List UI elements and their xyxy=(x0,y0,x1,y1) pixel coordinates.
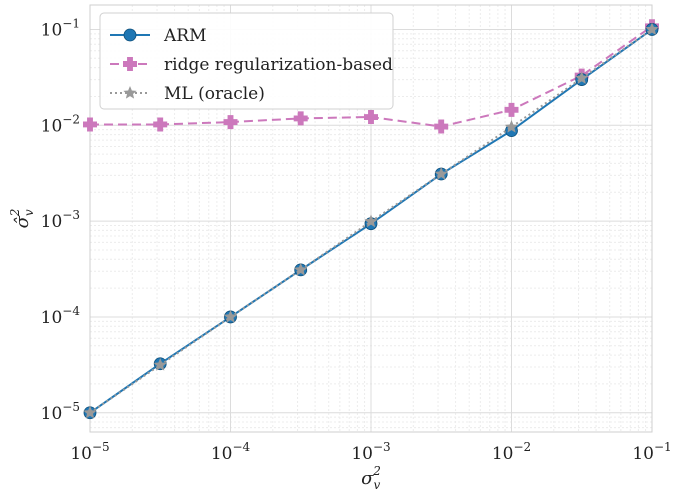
x-axis-label-subscript: v xyxy=(373,478,380,490)
data-point xyxy=(504,119,519,133)
y-tick-label: 10−3 xyxy=(41,208,80,232)
tick-exponent: −2 xyxy=(62,112,80,126)
data-point xyxy=(223,115,238,130)
tick-base: 10 xyxy=(211,444,233,464)
tick-exponent: −3 xyxy=(373,440,391,454)
tick-base: 10 xyxy=(632,444,654,464)
tick-base: 10 xyxy=(41,308,63,328)
data-point xyxy=(153,117,168,132)
legend-entry: ARM xyxy=(110,26,206,46)
x-tick-label: 10−5 xyxy=(70,440,109,464)
y-axis-label: σ̂v2 xyxy=(8,209,36,229)
data-point xyxy=(293,111,308,126)
y-axis-label-superscript: 2 xyxy=(8,209,22,218)
tick-base: 10 xyxy=(41,20,63,40)
tick-exponent: −5 xyxy=(62,400,80,414)
x-tick-label: 10−3 xyxy=(351,440,390,464)
legend-marker xyxy=(123,86,137,99)
y-tick-label: 10−5 xyxy=(41,400,80,424)
legend-box xyxy=(99,12,394,110)
legend-label: ridge regularization-based xyxy=(164,55,393,75)
tick-base: 10 xyxy=(70,444,92,464)
tick-exponent: −2 xyxy=(513,440,531,454)
x-axis-label-sigma: σ xyxy=(361,468,374,489)
x-tick-label: 10−4 xyxy=(211,440,251,464)
tick-exponent: −1 xyxy=(62,16,80,30)
tick-base: 10 xyxy=(41,212,63,232)
legend-entry: ridge regularization-based xyxy=(110,55,393,75)
legend: ARM ridge regularization-based ML (oracle) xyxy=(99,12,394,110)
data-point xyxy=(294,262,308,276)
legend-label: ARM xyxy=(163,26,206,46)
data-point xyxy=(153,358,167,371)
x-tick-label: 10−1 xyxy=(632,440,671,464)
plot-frame xyxy=(89,4,653,433)
series-layer xyxy=(83,19,659,420)
y-tick-label: 10−2 xyxy=(41,112,80,136)
y-tick-labels: 10−510−410−310−210−1 xyxy=(41,16,81,423)
x-tick-labels: 10−5 10−4 10−3 10−2 10−1 xyxy=(70,440,671,464)
legend-label: ML (oracle) xyxy=(164,84,265,104)
data-point xyxy=(364,110,378,125)
data-point xyxy=(504,102,519,117)
tick-exponent: −4 xyxy=(232,440,250,454)
x-tick-label: 10−2 xyxy=(492,440,531,464)
data-point xyxy=(364,214,378,228)
tick-exponent: −4 xyxy=(62,304,80,318)
legend-entry: ML (oracle) xyxy=(110,84,265,104)
legend-marker xyxy=(123,28,137,42)
x-axis-label-superscript: 2 xyxy=(372,464,381,478)
series-line xyxy=(89,28,653,414)
data-point xyxy=(223,309,238,323)
tick-exponent: −5 xyxy=(92,440,110,454)
data-point xyxy=(434,119,449,134)
x-axis-label: σv2 xyxy=(361,464,381,490)
y-tick-label: 10−1 xyxy=(41,16,80,40)
y-axis-label-subscript: v xyxy=(22,209,36,216)
y-axis-label-sigma-hat: σ̂ xyxy=(12,215,33,228)
tick-exponent: −1 xyxy=(654,440,672,454)
tick-exponent: −3 xyxy=(62,208,80,222)
tick-base: 10 xyxy=(41,116,63,136)
legend-marker xyxy=(123,57,137,71)
data-point xyxy=(645,22,659,36)
series-2 xyxy=(83,22,659,419)
data-point xyxy=(575,71,589,84)
tick-base: 10 xyxy=(41,404,63,424)
data-point xyxy=(83,117,97,132)
data-point xyxy=(83,405,97,419)
y-tick-label: 10−4 xyxy=(41,304,81,328)
tick-base: 10 xyxy=(351,444,373,464)
data-point xyxy=(434,167,448,180)
tick-base: 10 xyxy=(492,444,514,464)
